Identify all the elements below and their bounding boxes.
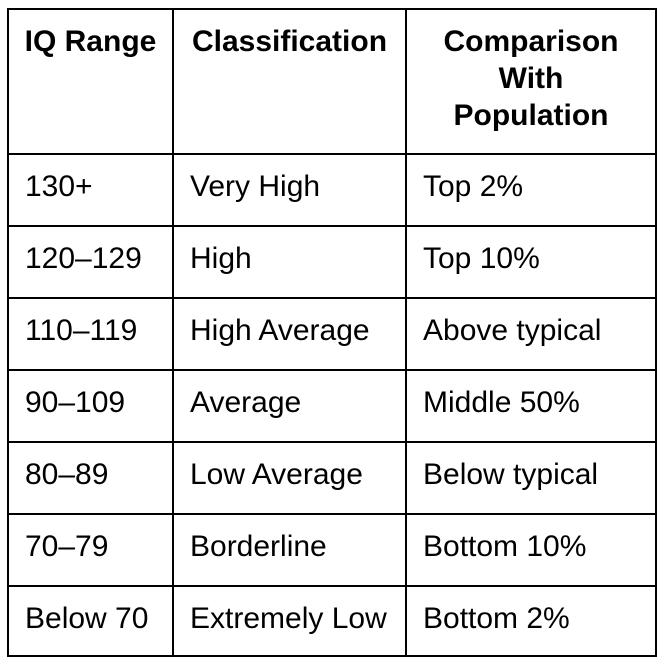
cell-iq-range: 80–89 xyxy=(7,441,174,515)
cell-classification: High xyxy=(172,225,407,299)
cell-comparison: Middle 50% xyxy=(405,369,657,443)
table-row: 90–109 Average Middle 50% xyxy=(7,369,657,443)
cell-iq-range: 130+ xyxy=(7,153,174,227)
cell-classification: Extremely Low xyxy=(172,585,407,657)
cell-comparison: Above typical xyxy=(405,297,657,371)
cell-iq-range: 70–79 xyxy=(7,513,174,587)
cell-classification: Borderline xyxy=(172,513,407,587)
cell-comparison: Bottom 10% xyxy=(405,513,657,587)
column-header-classification: Classification xyxy=(172,8,407,155)
table-row: 70–79 Borderline Bottom 10% xyxy=(7,513,657,587)
cell-comparison: Top 10% xyxy=(405,225,657,299)
cell-iq-range: 90–109 xyxy=(7,369,174,443)
table-row: 80–89 Low Average Below typical xyxy=(7,441,657,515)
cell-iq-range: 120–129 xyxy=(7,225,174,299)
table-row: 110–119 High Average Above typical xyxy=(7,297,657,371)
cell-comparison: Below typical xyxy=(405,441,657,515)
table-row: 120–129 High Top 10% xyxy=(7,225,657,299)
header-row: IQ Range Classification Comparison With … xyxy=(7,8,657,155)
cell-comparison: Top 2% xyxy=(405,153,657,227)
column-header-iq-range: IQ Range xyxy=(7,8,174,155)
cell-iq-range: Below 70 xyxy=(7,585,174,657)
cell-classification: High Average xyxy=(172,297,407,371)
cell-comparison: Bottom 2% xyxy=(405,585,657,657)
cell-classification: Low Average xyxy=(172,441,407,515)
cell-classification: Average xyxy=(172,369,407,443)
cell-classification: Very High xyxy=(172,153,407,227)
table-row: Below 70 Extremely Low Bottom 2% xyxy=(7,585,657,657)
column-header-comparison-with-population: Comparison With Population xyxy=(405,8,657,155)
iq-classification-table: IQ Range Classification Comparison With … xyxy=(7,8,657,657)
cell-iq-range: 110–119 xyxy=(7,297,174,371)
table-row: 130+ Very High Top 2% xyxy=(7,153,657,227)
